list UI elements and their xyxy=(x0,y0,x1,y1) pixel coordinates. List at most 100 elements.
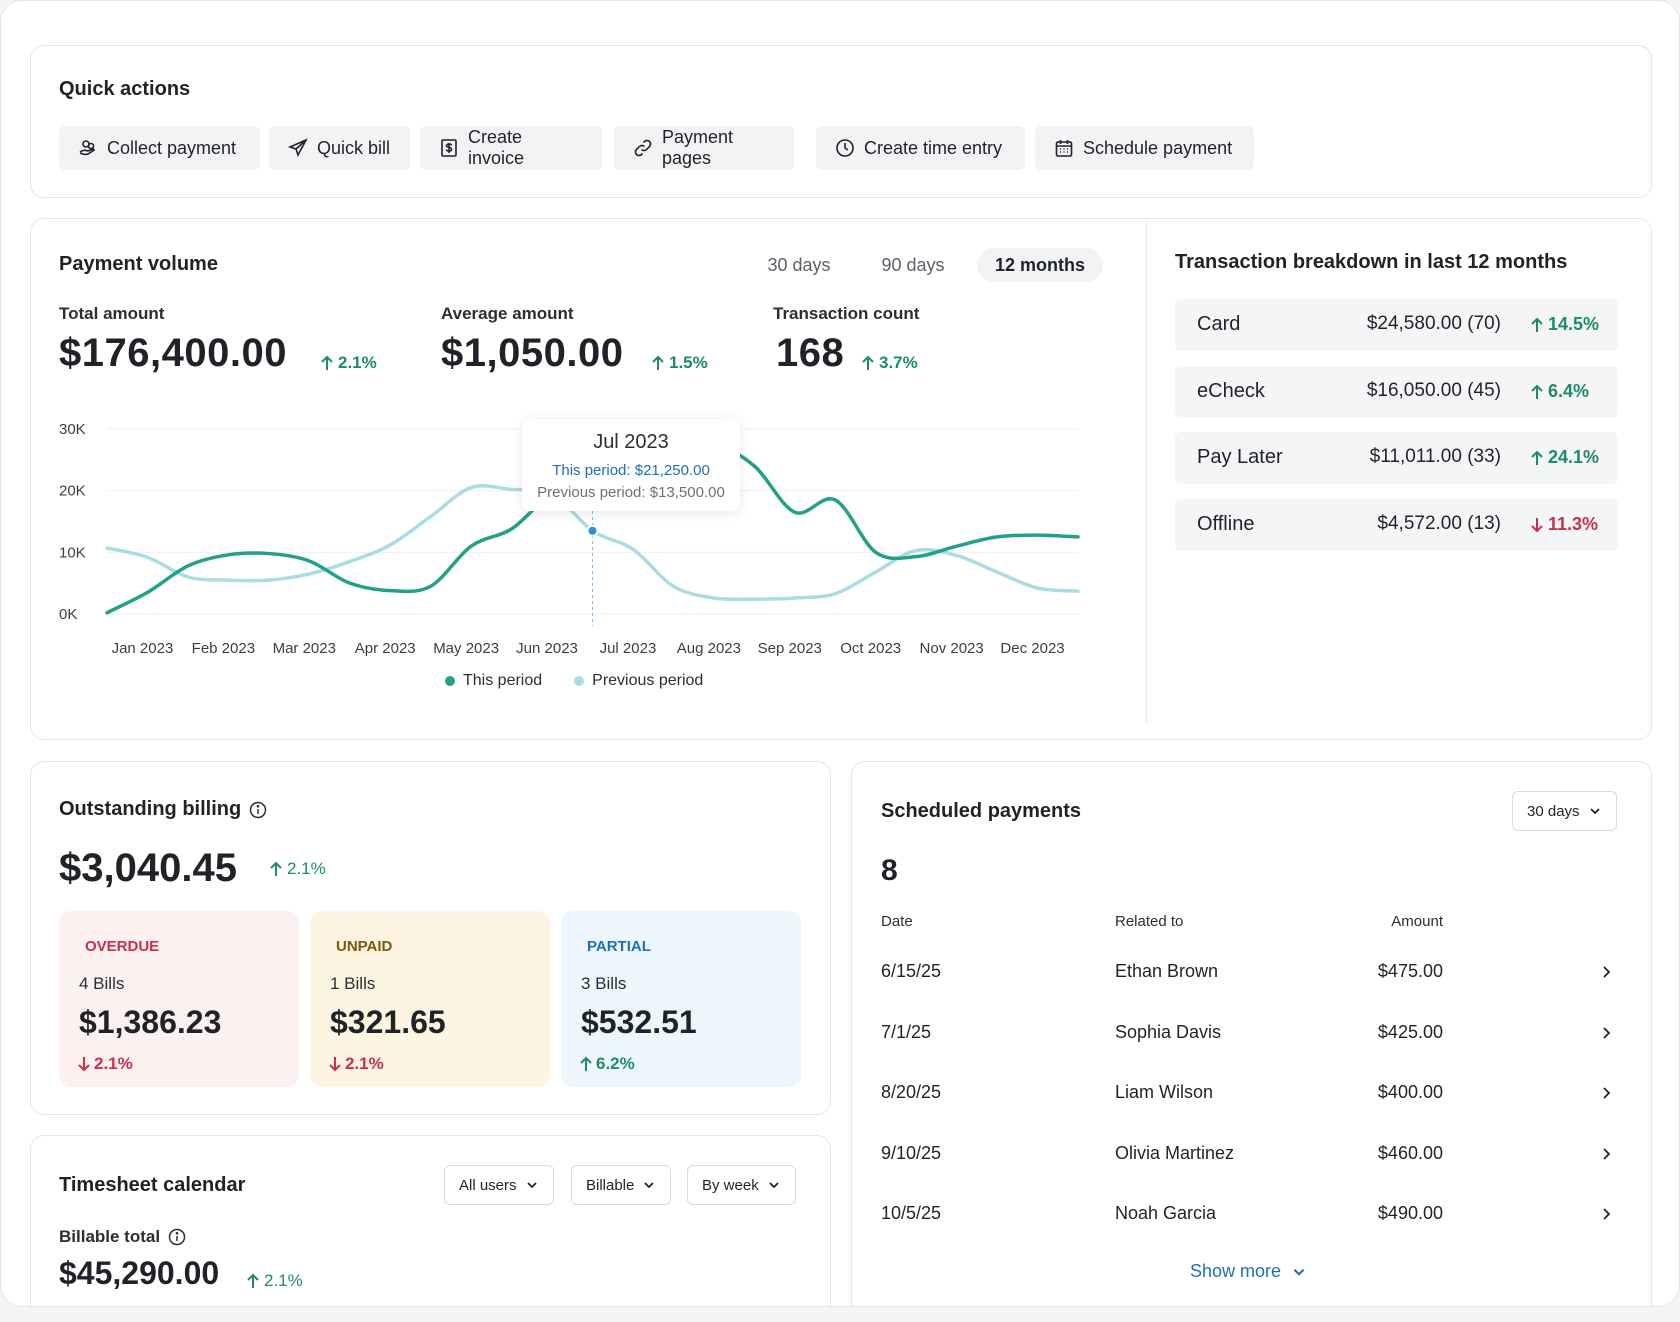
row-related-to: Ethan Brown xyxy=(1115,961,1219,981)
breakdown-amount: $24,580.00 (70) xyxy=(1366,313,1501,334)
breakdown-name: Offline xyxy=(1197,513,1255,535)
average-amount-delta-text: 1.5% xyxy=(669,353,708,372)
scheduled-range-dropdown[interactable]: 30 days xyxy=(1512,791,1617,831)
chevron-right-icon[interactable] xyxy=(1599,1147,1613,1161)
overdue-tag: OVERDUE xyxy=(85,938,160,955)
row-amount: $490.00 xyxy=(1377,1203,1443,1223)
breakdown-name: Card xyxy=(1197,313,1241,335)
breakdown-change: 14.5% xyxy=(1530,314,1599,335)
unpaid-tile[interactable]: UNPAID 1 Bills $321.65 2.1% xyxy=(310,911,550,1087)
scheduled-count: 8 xyxy=(881,854,898,887)
scheduled-payments-title: Scheduled payments xyxy=(881,800,1082,822)
x-tick-label: Oct 2023 xyxy=(840,640,901,657)
row-amount: $475.00 xyxy=(1377,961,1443,981)
chevron-right-icon[interactable] xyxy=(1599,1207,1613,1221)
total-amount-value: $176,400.00 xyxy=(59,331,287,375)
tooltip-title: Jul 2023 xyxy=(593,431,669,453)
row-related-to: Liam Wilson xyxy=(1115,1082,1214,1102)
scheduled-payment-row[interactable]: 6/15/25 Ethan Brown $475.00 xyxy=(881,961,1611,991)
row-date: 8/20/25 xyxy=(881,1082,942,1102)
quick-bill-label: Quick bill xyxy=(317,137,391,158)
y-tick-label: 30K xyxy=(59,421,86,438)
overdue-tile[interactable]: OVERDUE 4 Bills $1,386.23 2.1% xyxy=(59,911,299,1087)
schedule-payment-label: Schedule payment xyxy=(1083,137,1233,158)
create-time-entry-label: Create time entry xyxy=(864,137,1003,158)
transaction-count-delta: 3.7% xyxy=(861,353,918,373)
row-date: 9/10/25 xyxy=(881,1143,942,1163)
row-amount: $400.00 xyxy=(1377,1082,1443,1102)
x-tick-label: May 2023 xyxy=(433,640,499,657)
row-related-to: Sophia Davis xyxy=(1115,1022,1222,1042)
scheduled-payment-row[interactable]: 8/20/25 Liam Wilson $400.00 xyxy=(881,1082,1611,1112)
x-tick-label: Mar 2023 xyxy=(273,640,336,657)
average-amount-delta: 1.5% xyxy=(651,353,708,373)
collect-payment-button[interactable]: Collect payment xyxy=(59,126,260,170)
arrow-down-icon xyxy=(78,1057,90,1072)
payment-pages-button[interactable]: Payment pages xyxy=(614,126,794,170)
arrow-up-icon xyxy=(862,355,874,370)
scheduled-payment-row[interactable]: 7/1/25 Sophia Davis $425.00 xyxy=(881,1022,1611,1052)
breakdown-row-offline[interactable]: Offline $4,572.00 (13) 11.3% xyxy=(1175,499,1618,551)
overdue-bills: 4 Bills xyxy=(79,974,125,993)
filter-billable-dropdown[interactable]: Billable xyxy=(571,1165,672,1205)
breakdown-change-text: 6.4% xyxy=(1548,381,1590,401)
arrow-down-icon xyxy=(1531,517,1543,532)
send-icon xyxy=(288,138,308,158)
payment-pages-label: Payment pages xyxy=(662,127,734,168)
column-date: Date xyxy=(881,913,913,930)
scheduled-payment-row[interactable]: 9/10/25 Olivia Martinez $460.00 xyxy=(881,1143,1611,1173)
range-90-days[interactable]: 90 days xyxy=(881,254,945,275)
show-more-link[interactable]: Show more xyxy=(1190,1261,1307,1282)
create-time-entry-button[interactable]: Create time entry xyxy=(816,126,1025,170)
legend-previous-period[interactable]: Previous period xyxy=(574,672,703,690)
chevron-down-icon xyxy=(1589,808,1600,815)
unpaid-delta-text: 2.1% xyxy=(345,1054,384,1073)
breakdown-row-echeck[interactable]: eCheck $16,050.00 (45) 6.4% xyxy=(1175,366,1618,418)
chart-tooltip: Jul 2023 This period: $21,250.00 Previou… xyxy=(522,419,740,511)
chevron-down-icon xyxy=(526,1182,537,1189)
unpaid-amount: $321.65 xyxy=(330,1004,446,1040)
x-tick-label: Jun 2023 xyxy=(516,640,578,657)
scheduled-payment-row[interactable]: 10/5/25 Noah Garcia $490.00 xyxy=(881,1203,1611,1233)
quick-bill-button[interactable]: Quick bill xyxy=(269,126,410,170)
filter-users-dropdown[interactable]: All users xyxy=(444,1165,554,1205)
chevron-right-icon[interactable] xyxy=(1599,1026,1613,1040)
billable-total-label: Billable total xyxy=(59,1227,186,1247)
range-30-days[interactable]: 30 days xyxy=(767,254,831,275)
unpaid-delta: 2.1% xyxy=(328,1054,384,1074)
arrow-up-icon xyxy=(652,355,664,370)
range-12-months[interactable]: 12 months xyxy=(977,248,1103,282)
row-date: 6/15/25 xyxy=(881,961,942,981)
info-icon[interactable] xyxy=(168,1228,186,1246)
quick-actions-title: Quick actions xyxy=(59,78,191,100)
breakdown-change: 6.4% xyxy=(1530,381,1589,402)
filter-week-dropdown[interactable]: By week xyxy=(687,1165,796,1205)
column-related-to: Related to xyxy=(1115,913,1184,930)
billable-total-delta-text: 2.1% xyxy=(264,1271,303,1290)
payment-volume-title: Payment volume xyxy=(59,253,218,275)
clock-icon xyxy=(836,139,854,157)
breakdown-row-card[interactable]: Card $24,580.00 (70) 14.5% xyxy=(1175,299,1618,351)
row-amount: $460.00 xyxy=(1377,1143,1443,1163)
partial-tile[interactable]: PARTIAL 3 Bills $532.51 6.2% xyxy=(561,911,801,1087)
chevron-right-icon[interactable] xyxy=(1599,1086,1613,1100)
total-amount-delta: 2.1% xyxy=(320,353,377,373)
hover-point[interactable] xyxy=(586,524,599,537)
create-invoice-button[interactable]: Create invoice xyxy=(420,126,602,170)
breakdown-name: Pay Later xyxy=(1197,446,1283,468)
arrow-up-icon xyxy=(270,861,282,876)
legend-this-period[interactable]: This period xyxy=(445,672,542,690)
x-tick-label: Sep 2023 xyxy=(758,640,822,657)
chevron-right-icon[interactable] xyxy=(1599,965,1613,979)
arrow-down-icon xyxy=(329,1057,341,1072)
arrow-up-icon xyxy=(580,1056,592,1071)
row-amount: $425.00 xyxy=(1377,1022,1443,1042)
schedule-payment-button[interactable]: Schedule payment xyxy=(1035,126,1254,170)
partial-amount: $532.51 xyxy=(581,1004,697,1040)
breakdown-row-pay-later[interactable]: Pay Later $11,011.00 (33) 24.1% xyxy=(1175,432,1618,484)
info-icon[interactable] xyxy=(249,801,267,819)
billable-total-delta: 2.1% xyxy=(246,1271,303,1291)
show-more-label: Show more xyxy=(1190,1261,1282,1281)
billable-total-label-text: Billable total xyxy=(59,1227,161,1246)
